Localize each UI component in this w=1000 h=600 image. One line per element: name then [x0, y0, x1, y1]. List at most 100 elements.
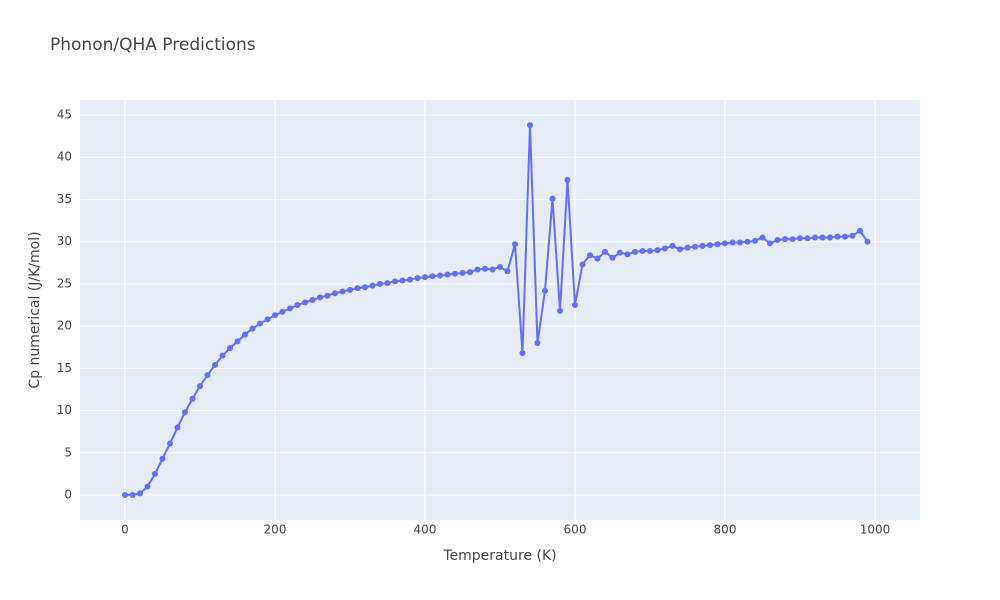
data-point	[197, 383, 203, 390]
data-point	[399, 277, 406, 284]
data-point	[797, 235, 803, 242]
data-point	[624, 251, 631, 258]
data-point	[662, 245, 668, 252]
data-point	[467, 269, 473, 276]
data-point	[767, 240, 773, 247]
data-point	[482, 265, 488, 272]
y-tick-label: 0	[64, 488, 72, 502]
data-point	[542, 287, 548, 294]
data-point	[422, 274, 428, 281]
x-tick-label: 600	[564, 523, 587, 537]
data-point	[152, 470, 158, 477]
data-point	[309, 296, 316, 303]
data-point	[782, 236, 788, 243]
data-point	[174, 424, 181, 431]
data-point	[279, 308, 286, 315]
data-point	[324, 292, 331, 299]
data-point	[204, 372, 211, 379]
data-point	[587, 252, 593, 259]
y-tick-label: 5	[64, 445, 72, 459]
data-point	[414, 274, 421, 281]
y-tick-label: 20	[57, 319, 72, 333]
data-point	[354, 285, 361, 292]
data-point	[504, 268, 511, 275]
y-tick-label: 15	[57, 361, 72, 375]
data-point	[842, 233, 848, 240]
data-point	[512, 241, 518, 248]
data-point	[864, 238, 871, 245]
data-point	[789, 236, 796, 243]
y-tick-label: 10	[57, 403, 72, 417]
data-point	[774, 237, 781, 243]
data-point	[369, 282, 376, 289]
data-point	[437, 272, 443, 279]
x-axis-title: Temperature (K)	[442, 548, 556, 564]
data-point	[294, 302, 301, 309]
x-tick-label: 1000	[860, 523, 891, 537]
data-point	[594, 255, 601, 262]
x-tick-label: 0	[121, 523, 129, 537]
data-point	[699, 242, 706, 249]
data-point	[834, 233, 841, 240]
y-axis-title: Cp numerical (J/K/mol)	[27, 231, 43, 388]
x-tick-label: 200	[264, 523, 287, 537]
data-point	[159, 455, 166, 462]
data-point	[272, 312, 278, 319]
data-point	[339, 288, 346, 295]
data-point	[654, 247, 661, 254]
data-point	[752, 237, 758, 244]
data-point	[137, 490, 143, 497]
x-tick-label: 400	[414, 523, 437, 537]
data-point	[827, 234, 833, 241]
data-point	[122, 492, 128, 499]
data-point	[744, 238, 751, 245]
data-point	[729, 239, 736, 246]
data-point	[242, 331, 248, 338]
y-tick-label: 40	[57, 150, 72, 164]
data-point	[474, 266, 481, 273]
data-point	[444, 271, 451, 278]
data-point	[519, 350, 526, 357]
chart-title: Phonon/QHA Predictions	[50, 35, 256, 55]
data-point	[564, 177, 571, 184]
data-point	[759, 234, 766, 241]
data-point	[362, 284, 368, 291]
y-tick-label: 45	[57, 108, 72, 122]
data-point	[332, 290, 338, 297]
data-point	[602, 248, 608, 255]
data-point	[182, 409, 188, 416]
data-point	[167, 440, 173, 447]
data-point	[377, 280, 383, 287]
data-point	[714, 241, 721, 248]
data-point	[579, 261, 586, 268]
data-point	[249, 325, 256, 332]
data-point	[669, 242, 676, 249]
data-point	[857, 227, 863, 234]
data-point	[617, 249, 623, 256]
data-point	[737, 239, 743, 246]
data-point	[189, 395, 196, 402]
data-point	[527, 122, 533, 129]
data-point	[302, 299, 308, 306]
data-point	[317, 294, 323, 301]
data-point	[647, 247, 653, 254]
data-point	[407, 276, 413, 283]
data-point	[804, 235, 811, 242]
series-line	[125, 125, 869, 497]
data-point	[632, 248, 638, 255]
plot-area	[80, 100, 920, 520]
data-point	[692, 243, 698, 250]
data-point	[497, 264, 503, 271]
data-point	[819, 234, 826, 241]
data-point	[489, 266, 496, 273]
data-point	[707, 242, 713, 249]
data-point	[219, 352, 226, 359]
data-point	[129, 492, 136, 499]
data-point	[812, 234, 818, 241]
data-point	[459, 269, 466, 276]
data-point	[392, 278, 398, 285]
data-point	[684, 244, 691, 251]
y-tick-label: 30	[57, 234, 72, 248]
data-point	[144, 483, 151, 490]
data-point	[452, 270, 458, 277]
